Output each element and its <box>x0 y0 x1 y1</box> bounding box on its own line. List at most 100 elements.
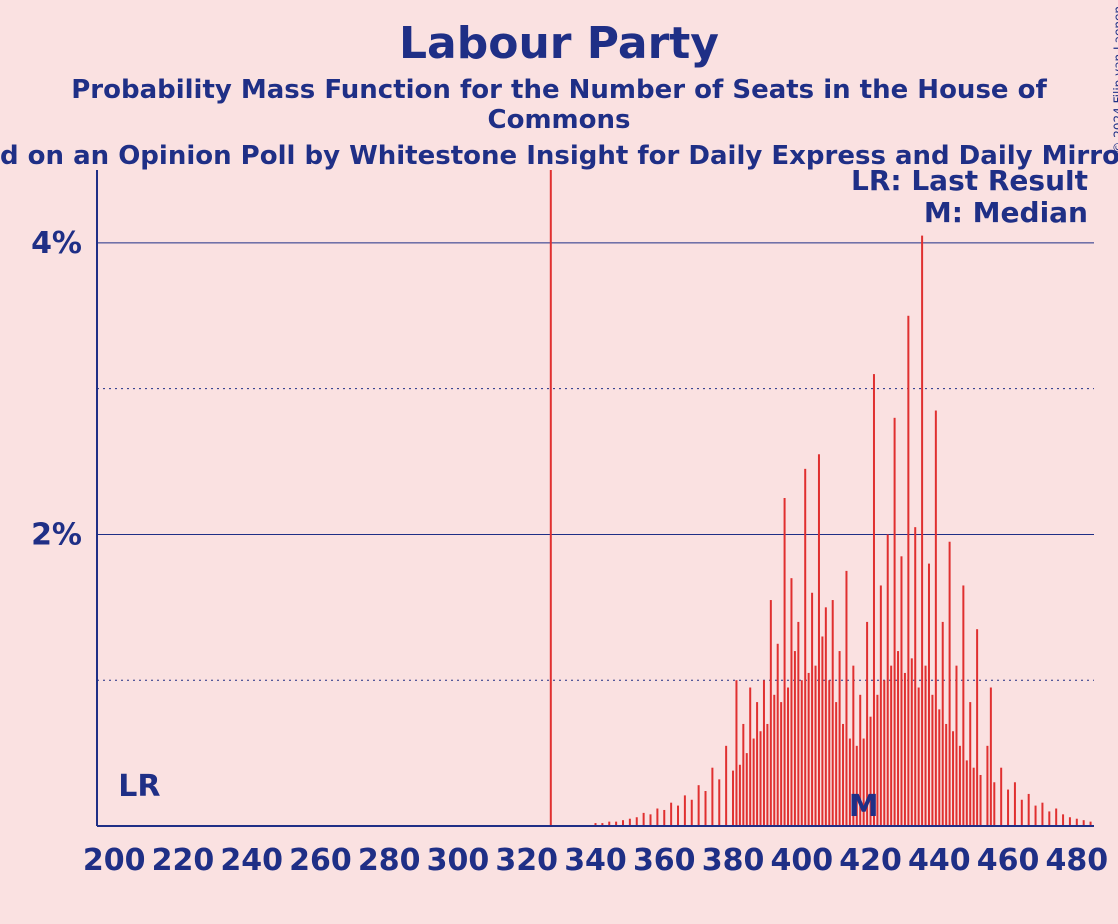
pmf-bar <box>732 771 734 826</box>
pmf-bar <box>790 578 792 826</box>
pmf-bar <box>749 688 751 826</box>
pmf-bar <box>873 374 875 826</box>
pmf-bar <box>955 666 957 826</box>
pmf-bar <box>949 542 951 826</box>
chart-subtitle-1: Probability Mass Function for the Number… <box>0 69 1118 135</box>
pmf-bar <box>1014 782 1016 826</box>
pmf-bar <box>739 765 741 826</box>
pmf-bar <box>815 666 817 826</box>
pmf-bar <box>670 803 672 826</box>
pmf-bar <box>828 680 830 826</box>
pmf-bar <box>705 791 707 826</box>
x-tick-label: 200 <box>83 843 146 878</box>
pmf-bar <box>1007 790 1009 826</box>
pmf-bar <box>663 810 665 826</box>
pmf-bar <box>780 702 782 826</box>
chart-title: Labour Party <box>0 0 1118 69</box>
pmf-bar <box>883 680 885 826</box>
pmf-bar <box>945 724 947 826</box>
pmf-bar <box>907 316 909 826</box>
pmf-bar <box>1028 794 1030 826</box>
pmf-bar <box>650 814 652 826</box>
x-tick-label: 400 <box>770 843 833 878</box>
pmf-bar <box>835 702 837 826</box>
pmf-bar <box>787 688 789 826</box>
pmf-bar <box>973 768 975 826</box>
pmf-bar <box>887 534 889 826</box>
pmf-bar <box>897 651 899 826</box>
pmf-bar <box>952 731 954 826</box>
pmf-bar <box>684 795 686 826</box>
x-tick-label: 460 <box>977 843 1040 878</box>
pmf-bar <box>839 651 841 826</box>
pmf-bar <box>1069 817 1071 826</box>
pmf-bar <box>959 746 961 826</box>
pmf-bar <box>904 673 906 826</box>
pmf-bar <box>938 709 940 826</box>
pmf-bar <box>914 527 916 826</box>
pmf-bar <box>777 644 779 826</box>
x-tick-label: 420 <box>839 843 902 878</box>
pmf-bar <box>880 585 882 826</box>
pmf-bar <box>760 731 762 826</box>
pmf-bar <box>794 651 796 826</box>
pmf-bar <box>942 622 944 826</box>
x-tick-label: 340 <box>564 843 627 878</box>
pmf-bar <box>1048 811 1050 826</box>
pmf-bar <box>825 607 827 826</box>
pmf-bar <box>811 593 813 826</box>
x-tick-label: 240 <box>220 843 283 878</box>
pmf-bar <box>636 817 638 826</box>
chart-subtitle-2: d on an Opinion Poll by Whitestone Insig… <box>0 135 1118 171</box>
pmf-bar <box>966 760 968 826</box>
pmf-bar <box>766 724 768 826</box>
pmf-bar <box>993 782 995 826</box>
pmf-bar <box>900 556 902 826</box>
pmf-bar <box>808 673 810 826</box>
y-tick-label: 2% <box>31 517 82 552</box>
x-tick-label: 360 <box>633 843 696 878</box>
pmf-bar <box>935 411 937 826</box>
pmf-bar <box>753 739 755 826</box>
pmf-bar <box>746 753 748 826</box>
pmf-bar <box>718 779 720 826</box>
pmf-bar <box>986 746 988 826</box>
chart-svg: 2%4%200220240260280300320340360380400420… <box>0 170 1118 924</box>
pmf-bar <box>801 680 803 826</box>
pmf-bar <box>725 746 727 826</box>
x-tick-label: 220 <box>152 843 215 878</box>
pmf-bar <box>629 819 631 826</box>
pmf-bar <box>928 564 930 826</box>
pmf-bar <box>1055 809 1057 826</box>
y-tick-label: 4% <box>31 226 82 261</box>
pmf-bar <box>773 695 775 826</box>
pmf-bar <box>742 724 744 826</box>
pmf-bar <box>770 600 772 826</box>
pmf-bar <box>980 775 982 826</box>
x-tick-label: 440 <box>908 843 971 878</box>
pmf-bar <box>1000 768 1002 826</box>
pmf-bar <box>894 418 896 826</box>
pmf-bar <box>890 666 892 826</box>
pmf-bar <box>1035 806 1037 826</box>
x-tick-label: 480 <box>1045 843 1108 878</box>
pmf-bar <box>818 454 820 826</box>
pmf-bar <box>735 680 737 826</box>
pmf-bar <box>1021 800 1023 826</box>
pmf-bar <box>656 809 658 826</box>
pmf-bar <box>698 785 700 826</box>
pmf-bar <box>763 680 765 826</box>
pmf-bar <box>911 658 913 826</box>
chart-area: 2%4%200220240260280300320340360380400420… <box>0 170 1118 924</box>
pmf-bar <box>711 768 713 826</box>
pmf-bar <box>842 724 844 826</box>
x-tick-label: 300 <box>427 843 490 878</box>
pmf-bar <box>821 636 823 826</box>
pmf-bar <box>1041 803 1043 826</box>
pmf-bar <box>931 695 933 826</box>
pmf-bar <box>990 688 992 826</box>
pmf-bar <box>756 702 758 826</box>
pmf-bar <box>925 666 927 826</box>
pmf-bar <box>784 498 786 826</box>
pmf-bar <box>832 600 834 826</box>
